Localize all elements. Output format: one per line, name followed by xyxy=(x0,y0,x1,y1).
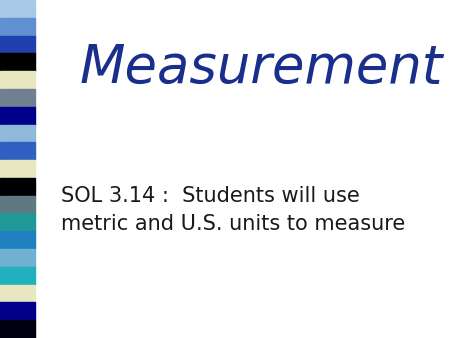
Bar xyxy=(0,214,35,231)
Bar xyxy=(0,249,35,267)
Bar xyxy=(0,18,35,35)
Bar xyxy=(0,71,35,89)
Bar xyxy=(0,285,35,303)
Text: SOL 3.14 :  Students will use
metric and U.S. units to measure: SOL 3.14 : Students will use metric and … xyxy=(61,186,405,234)
Bar xyxy=(0,320,35,338)
Bar xyxy=(0,53,35,71)
Bar xyxy=(0,0,35,18)
Text: Measurement: Measurement xyxy=(79,42,443,94)
Bar xyxy=(0,267,35,285)
Bar xyxy=(0,107,35,124)
Bar xyxy=(0,89,35,107)
Bar xyxy=(0,35,35,53)
Bar xyxy=(0,178,35,196)
Bar xyxy=(0,196,35,214)
Bar xyxy=(0,303,35,320)
Bar xyxy=(0,142,35,160)
Bar xyxy=(0,124,35,142)
Bar xyxy=(0,231,35,249)
Bar xyxy=(0,160,35,178)
